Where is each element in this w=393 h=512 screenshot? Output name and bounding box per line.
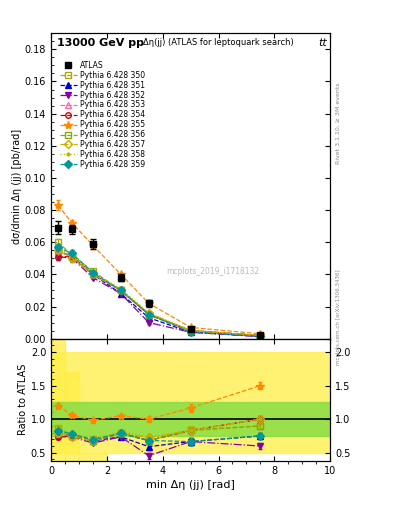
Text: Δη(jj) (ATLAS for leptoquark search): Δη(jj) (ATLAS for leptoquark search) [143,38,294,47]
Bar [65,372,79,461]
Text: tt: tt [319,38,327,48]
Y-axis label: Ratio to ATLAS: Ratio to ATLAS [18,364,28,435]
Bar [51,402,330,436]
Legend: ATLAS, Pythia 6.428 350, Pythia 6.428 351, Pythia 6.428 352, Pythia 6.428 353, P: ATLAS, Pythia 6.428 350, Pythia 6.428 35… [58,58,147,171]
Bar [79,454,107,461]
Y-axis label: dσ/dmin Δη (jj) [pb/rad]: dσ/dmin Δη (jj) [pb/rad] [12,129,22,244]
Text: Rivet 3.1.10, ≥ 3M events: Rivet 3.1.10, ≥ 3M events [336,82,341,164]
X-axis label: min Δη (jj) [rad]: min Δη (jj) [rad] [146,480,235,490]
Bar [51,338,65,461]
Bar [51,352,330,453]
Text: mcplots_2019_i1718132: mcplots_2019_i1718132 [166,267,259,276]
Text: mcplots.cern.ch [arXiv:1306.3436]: mcplots.cern.ch [arXiv:1306.3436] [336,270,341,365]
Text: 13000 GeV pp: 13000 GeV pp [57,38,144,48]
